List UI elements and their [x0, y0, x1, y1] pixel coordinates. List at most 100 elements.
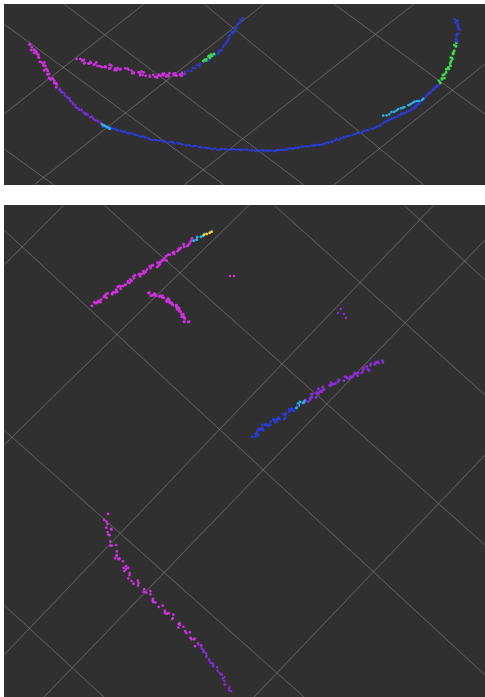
point [124, 567, 128, 571]
point [63, 94, 66, 97]
point [140, 70, 143, 73]
point [216, 148, 219, 151]
point-cloud-viewport-top[interactable] [4, 4, 485, 185]
point [37, 53, 40, 57]
point [450, 56, 454, 60]
point [43, 61, 46, 64]
point [188, 631, 192, 634]
point [182, 625, 185, 629]
point [267, 424, 270, 427]
point [119, 67, 122, 71]
point [74, 104, 77, 107]
point [55, 82, 59, 86]
point [187, 320, 191, 323]
point [328, 383, 331, 387]
point [144, 270, 148, 274]
point [362, 366, 366, 370]
point [365, 365, 369, 368]
point [239, 18, 243, 22]
point [220, 673, 224, 676]
point [145, 268, 149, 271]
point [63, 92, 66, 95]
point [137, 581, 140, 585]
point [185, 631, 188, 635]
point [177, 626, 180, 629]
point [178, 247, 182, 250]
point [298, 400, 302, 404]
point [41, 61, 44, 64]
point [148, 291, 151, 294]
point [29, 48, 33, 52]
point [210, 54, 214, 58]
point [235, 27, 238, 30]
point [351, 375, 354, 379]
point [136, 579, 140, 582]
point [182, 245, 186, 249]
point [295, 406, 298, 410]
point [162, 296, 166, 300]
point [433, 88, 436, 91]
point [387, 113, 391, 116]
point [119, 129, 122, 132]
point [167, 74, 170, 77]
point [32, 51, 36, 55]
point-cloud-viewport-bottom[interactable] [4, 205, 485, 697]
point [288, 410, 291, 413]
point [452, 49, 456, 53]
point [175, 74, 178, 77]
point [228, 274, 232, 278]
point [263, 423, 267, 427]
point [108, 533, 111, 537]
point [137, 134, 140, 137]
point [255, 432, 258, 435]
point [198, 64, 201, 68]
point [306, 400, 310, 403]
point [338, 138, 341, 141]
point [108, 127, 112, 131]
point [246, 148, 249, 151]
point [202, 233, 206, 237]
point [399, 106, 403, 110]
point [227, 37, 230, 40]
point [166, 253, 170, 256]
point [235, 148, 238, 151]
point [212, 52, 216, 56]
point [211, 665, 215, 668]
point [158, 139, 161, 142]
point [124, 283, 127, 287]
point [307, 145, 310, 148]
point [184, 629, 187, 633]
point [232, 274, 236, 278]
point [344, 316, 348, 320]
point [103, 295, 107, 298]
point [111, 291, 115, 294]
point [228, 686, 231, 690]
ground-grid [4, 205, 485, 697]
point [121, 559, 125, 563]
point [321, 385, 325, 389]
point [128, 281, 131, 285]
point [294, 146, 297, 149]
point [138, 274, 142, 278]
point [45, 67, 48, 71]
point [327, 141, 330, 145]
point [237, 148, 240, 151]
point [409, 102, 412, 106]
point [270, 149, 273, 152]
point [138, 71, 142, 75]
point [182, 242, 186, 246]
point [452, 43, 456, 47]
point [106, 530, 109, 534]
point [359, 131, 362, 134]
point [304, 145, 307, 148]
point [257, 149, 260, 152]
point [454, 20, 457, 24]
point [189, 144, 192, 147]
point [342, 379, 346, 382]
point [77, 108, 81, 112]
point [457, 27, 461, 31]
point [164, 254, 168, 258]
point [163, 609, 167, 612]
point [372, 128, 375, 131]
point [233, 26, 236, 30]
